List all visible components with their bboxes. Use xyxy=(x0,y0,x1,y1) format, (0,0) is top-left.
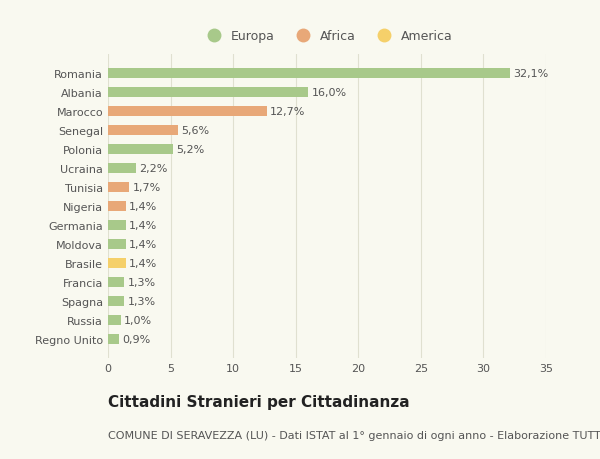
Text: 1,4%: 1,4% xyxy=(128,240,157,249)
Bar xyxy=(108,315,121,325)
Text: 1,4%: 1,4% xyxy=(128,258,157,269)
Text: Cittadini Stranieri per Cittadinanza: Cittadini Stranieri per Cittadinanza xyxy=(108,394,410,409)
Bar xyxy=(108,182,129,193)
Text: 1,4%: 1,4% xyxy=(128,202,157,212)
Text: 12,7%: 12,7% xyxy=(270,107,305,117)
Bar xyxy=(108,88,308,98)
Text: 1,4%: 1,4% xyxy=(128,220,157,230)
Bar xyxy=(108,239,125,250)
Text: 1,0%: 1,0% xyxy=(124,315,152,325)
Text: 16,0%: 16,0% xyxy=(311,88,346,98)
Text: 2,2%: 2,2% xyxy=(139,164,167,174)
Text: 1,3%: 1,3% xyxy=(127,296,155,306)
Bar xyxy=(108,334,119,344)
Bar xyxy=(108,202,125,212)
Bar xyxy=(108,277,124,287)
Text: 0,9%: 0,9% xyxy=(122,334,151,344)
Bar xyxy=(108,258,125,269)
Bar xyxy=(108,296,124,307)
Bar xyxy=(108,145,173,155)
Text: 5,6%: 5,6% xyxy=(181,126,209,136)
Bar xyxy=(108,220,125,231)
Bar xyxy=(108,126,178,136)
Text: 32,1%: 32,1% xyxy=(513,69,548,79)
Text: 1,7%: 1,7% xyxy=(133,183,161,193)
Text: 5,2%: 5,2% xyxy=(176,145,205,155)
Text: 1,3%: 1,3% xyxy=(127,277,155,287)
Legend: Europa, Africa, America: Europa, Africa, America xyxy=(196,25,458,48)
Bar xyxy=(108,163,136,174)
Bar xyxy=(108,106,267,117)
Text: COMUNE DI SERAVEZZA (LU) - Dati ISTAT al 1° gennaio di ogni anno - Elaborazione : COMUNE DI SERAVEZZA (LU) - Dati ISTAT al… xyxy=(108,431,600,440)
Bar xyxy=(108,69,510,79)
